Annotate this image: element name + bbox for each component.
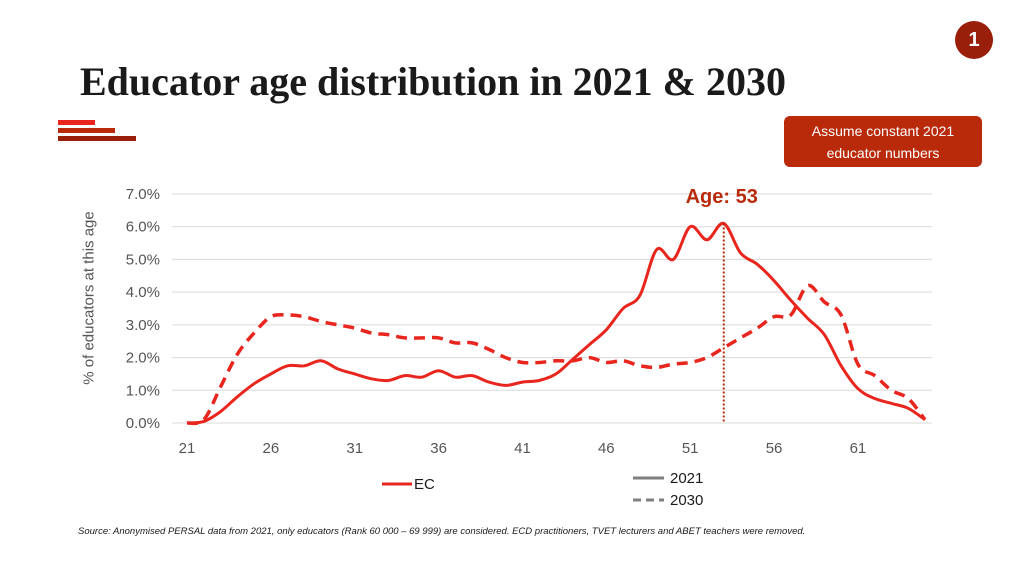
y-tick-labels: 0.0% 1.0% 2.0% 3.0% 4.0% 5.0% 6.0% 7.0% <box>126 186 160 432</box>
callout-line-1: Assume constant 2021 <box>811 122 955 139</box>
y-tick-label: 5.0% <box>126 251 160 268</box>
page-title: Educator age distribution in 2021 & 2030 <box>80 59 786 104</box>
x-tick-label: 21 <box>179 440 196 457</box>
y-tick-label: 3.0% <box>126 317 160 334</box>
series-line-2030 <box>186 283 927 426</box>
y-tick-label: 0.0% <box>126 415 160 432</box>
gridlines <box>172 193 932 424</box>
page-number-badge: 1 <box>955 21 993 59</box>
title-accent-bar-1 <box>58 120 95 125</box>
series-lines <box>186 221 927 426</box>
title-accent-bar-3 <box>58 136 136 141</box>
legend-2021-label: 2021 <box>670 470 703 487</box>
x-tick-label: 56 <box>766 440 783 457</box>
x-tick-label: 46 <box>598 440 615 457</box>
y-tick-label: 7.0% <box>126 186 160 203</box>
legend-2030-label: 2030 <box>670 492 703 509</box>
legend-ec-label: EC <box>414 476 435 493</box>
x-tick-label: 26 <box>263 440 280 457</box>
x-tick-label: 36 <box>430 440 447 457</box>
y-tick-label: 4.0% <box>126 284 160 301</box>
x-tick-label: 31 <box>346 440 363 457</box>
y-tick-label: 6.0% <box>126 219 160 236</box>
x-tick-label: 61 <box>850 440 867 457</box>
series-line-2021 <box>186 221 926 425</box>
assumption-callout: Assume constant 2021 educator numbers <box>784 116 982 167</box>
legend: EC 2021 2030 <box>382 470 703 509</box>
x-tick-label: 51 <box>682 440 699 457</box>
x-tick-labels: 21 26 31 36 41 46 51 56 61 <box>179 440 867 457</box>
y-tick-label: 2.0% <box>126 350 160 367</box>
annotation-group: Age: 53 <box>686 186 758 423</box>
y-tick-label: 1.0% <box>126 382 160 399</box>
age-marker-label: Age: 53 <box>686 186 758 208</box>
source-note: Source: Anonymised PERSAL data from 2021… <box>78 526 806 537</box>
x-tick-label: 41 <box>514 440 531 457</box>
title-accent-bar-2 <box>58 128 115 133</box>
callout-line-2: educator numbers <box>826 144 940 161</box>
